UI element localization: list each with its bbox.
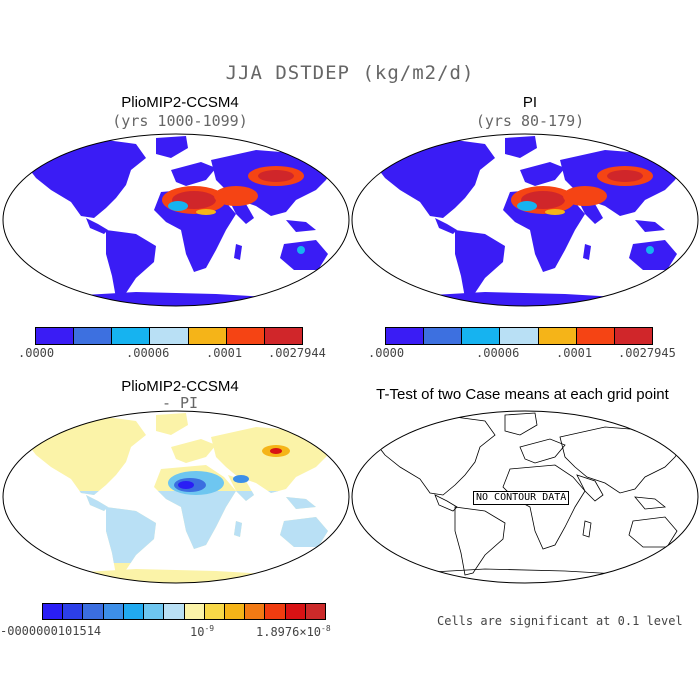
panel-1-colorbar-swatch-5 bbox=[226, 328, 265, 344]
panel-3-colorbar-swatch-9 bbox=[224, 604, 246, 619]
panel-1-colorbar-swatch-0 bbox=[36, 328, 75, 344]
panel-2-cb-label-0: .0000 bbox=[368, 346, 405, 360]
panel-3-colorbar-swatch-4 bbox=[123, 604, 145, 619]
panel-1-cb-label-2: .0001 bbox=[206, 346, 243, 360]
panel-3-colorbar-swatch-2 bbox=[83, 604, 104, 619]
panel-3-colorbar-swatch-10 bbox=[245, 604, 266, 619]
panel-2-colorbar-swatch-6 bbox=[614, 328, 652, 344]
panel-3-cb-label-0: -0000000101514 bbox=[0, 624, 102, 638]
panel-3-colorbar-swatch-6 bbox=[164, 604, 185, 619]
panel-1-cb-label-0: .0000 bbox=[18, 346, 55, 360]
panel-3-colorbar bbox=[42, 603, 326, 620]
panel-2-colorbar-swatch-1 bbox=[424, 328, 463, 344]
panel-4-title: T-Test of two Case means at each grid po… bbox=[376, 386, 669, 403]
panel-3-colorbar-swatch-13 bbox=[305, 604, 326, 619]
panel-1-frame bbox=[2, 133, 350, 307]
panel-1-colorbar-swatch-3 bbox=[150, 328, 189, 344]
panel-2-colorbar-swatch-2 bbox=[462, 328, 501, 344]
panel-1-cb-label-1: .00006 bbox=[126, 346, 170, 360]
significance-note: Cells are significant at 0.1 level bbox=[437, 614, 683, 628]
panel-2-colorbar-swatch-0 bbox=[386, 328, 425, 344]
panel-2-colorbar bbox=[385, 327, 653, 345]
panel-3-frame bbox=[2, 410, 350, 584]
panel-1-map bbox=[3, 134, 349, 306]
panel-2-cb-label-1: .00006 bbox=[476, 346, 520, 360]
panel-3-subtitle: - PI bbox=[161, 394, 199, 412]
panel-2-cb-label-2: .0001 bbox=[556, 346, 593, 360]
panel-2-cb-label-3: .0027945 bbox=[618, 346, 676, 360]
panel-3-colorbar-swatch-3 bbox=[103, 604, 124, 619]
panel-1-colorbar-swatch-6 bbox=[264, 328, 302, 344]
panel-3-cb-label-2-base: 1.8976×10 bbox=[256, 625, 322, 639]
panel-1-subtitle: (yrs 1000-1099) bbox=[112, 112, 248, 130]
panel-3-cb-label-2: 1.8976×10-8 bbox=[256, 624, 331, 639]
panel-1-colorbar bbox=[35, 327, 303, 345]
panel-3-colorbar-swatch-5 bbox=[144, 604, 165, 619]
panel-2-title: PI bbox=[522, 94, 538, 111]
panel-3-colorbar-swatch-11 bbox=[265, 604, 286, 619]
panel-2-map bbox=[352, 134, 698, 306]
panel-2-colorbar-swatch-4 bbox=[538, 328, 577, 344]
panel-2-colorbar-swatch-3 bbox=[500, 328, 539, 344]
panel-3-colorbar-swatch-8 bbox=[204, 604, 225, 619]
panel-3-colorbar-swatch-1 bbox=[63, 604, 84, 619]
panel-1-title: PlioMIP2-CCSM4 bbox=[121, 94, 239, 111]
panel-3-colorbar-swatch-7 bbox=[184, 604, 205, 619]
panel-2-frame bbox=[351, 133, 699, 307]
panel-1-colorbar-swatch-1 bbox=[74, 328, 113, 344]
panel-1-colorbar-swatch-4 bbox=[188, 328, 227, 344]
panel-2-colorbar-swatch-5 bbox=[576, 328, 615, 344]
figure-title: JJA DSTDEP (kg/m2/d) bbox=[225, 62, 475, 84]
panel-3-cb-label-1-base: 10 bbox=[190, 625, 205, 639]
panel-3-title: PlioMIP2-CCSM4 bbox=[121, 378, 239, 395]
panel-3-colorbar-swatch-12 bbox=[285, 604, 306, 619]
panel-3-cb-label-2-exp: -8 bbox=[321, 624, 331, 633]
panel-3-map bbox=[3, 411, 349, 583]
panel-4-frame bbox=[351, 410, 699, 584]
panel-1-cb-label-3: .0027944 bbox=[268, 346, 326, 360]
panel-3-colorbar-swatch-0 bbox=[43, 604, 64, 619]
panel-2-subtitle: (yrs 80-179) bbox=[475, 112, 585, 130]
panel-3-cb-label-1-exp: -9 bbox=[204, 624, 215, 633]
no-contour-data-label: NO CONTOUR DATA bbox=[473, 491, 570, 505]
panel-1-colorbar-swatch-2 bbox=[112, 328, 151, 344]
panel-3-cb-label-1: 10-9 bbox=[190, 624, 214, 639]
